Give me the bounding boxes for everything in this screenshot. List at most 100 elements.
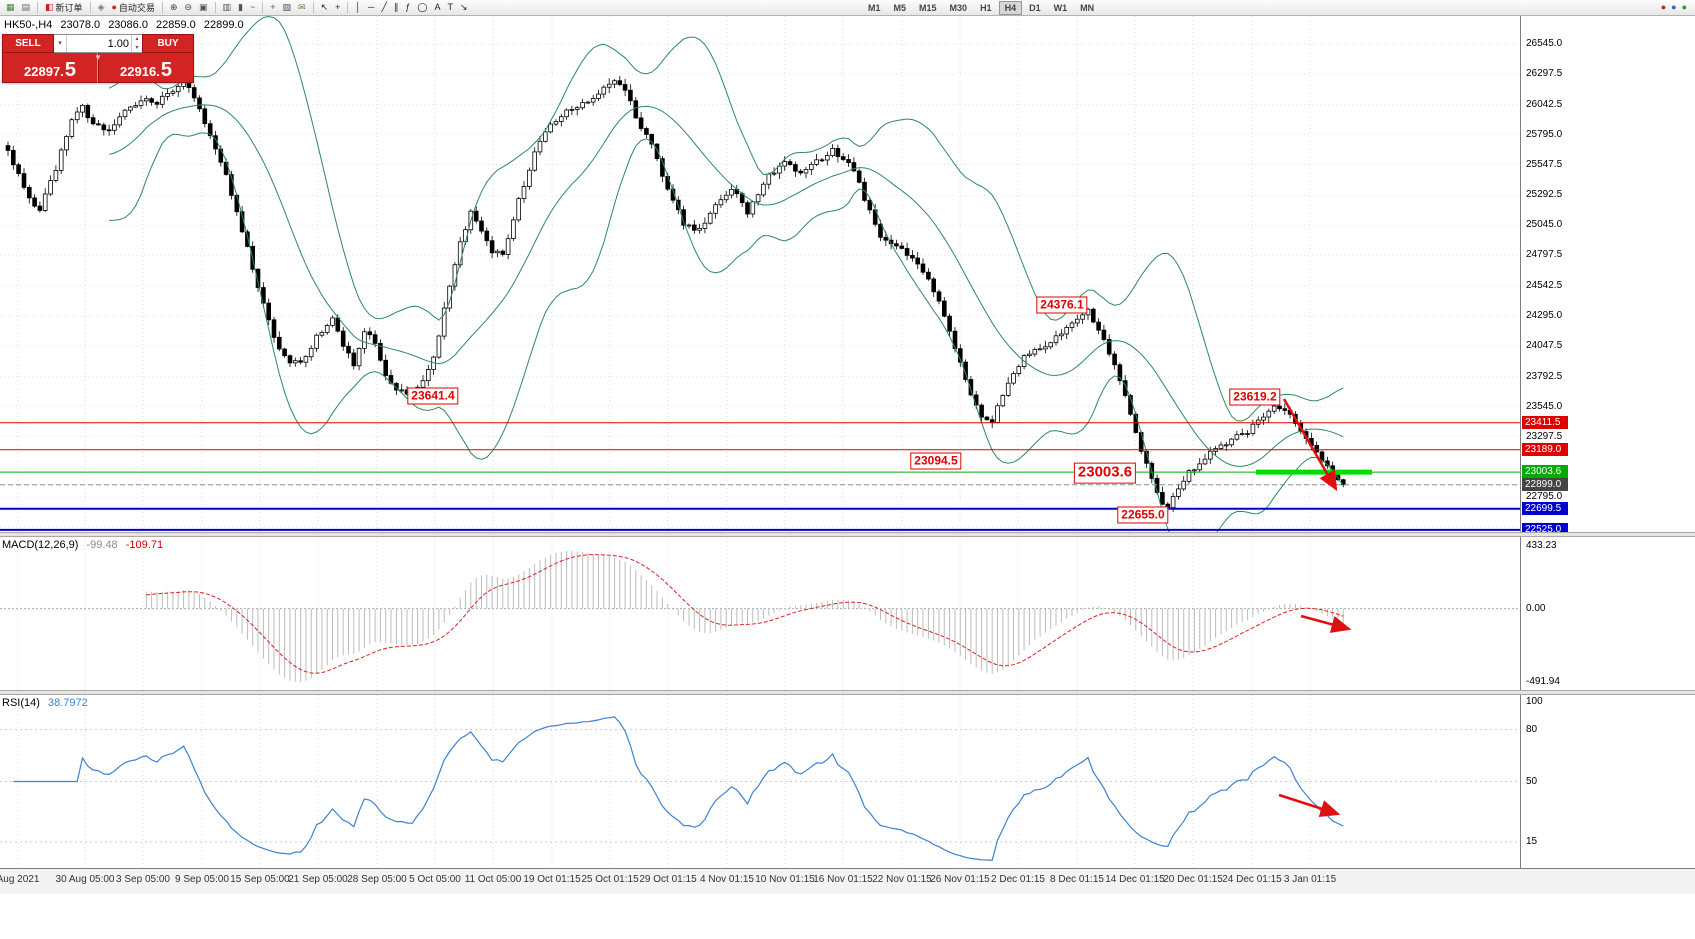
buy-button[interactable]: BUY [142,34,194,53]
fibonacci-icon: ƒ [405,2,411,12]
volume-input[interactable] [67,35,131,52]
mail-icon[interactable]: ✉ [295,1,309,15]
macd-axis[interactable]: 433.23 0.00 -491.94 [1520,537,1695,690]
panel-separator[interactable] [0,532,1695,537]
new-chart-icon[interactable]: ▦ [3,1,18,15]
time-axis-label: 9 Sep 05:00 [175,874,229,885]
price-chart[interactable] [0,16,1520,532]
price-tag: 23189.0 [1522,443,1568,456]
crosshair-icon[interactable]: + [332,1,343,15]
connection-status-icon[interactable]: ● [1681,2,1687,12]
rsi-axis-label: 100 [1526,696,1543,707]
tile-windows-icon[interactable]: ▣ [196,1,211,15]
line-chart-icon[interactable]: ~ [247,1,258,15]
shapes-icon[interactable]: ◯ [414,1,430,15]
channel-icon[interactable]: ∥ [391,1,402,15]
time-axis-label: Aug 2021 [0,874,40,885]
fibonacci-icon[interactable]: ƒ [402,1,413,15]
rsi-indicator-panel[interactable] [0,695,1520,868]
macd-label: MACD(12,26,9) [2,539,79,551]
community-icon[interactable]: ● [1671,2,1677,12]
bollinger-upper-band[interactable] [108,16,1344,422]
time-axis-label: 22 Nov 01:15 [872,874,932,885]
periods-icon[interactable]: ▧ [280,1,295,15]
zoom-out-icon: ⊖ [184,2,193,12]
new-order-button[interactable]: ◧ 新订单 [42,1,86,15]
sell-button[interactable]: SELL [2,34,54,53]
price-axis-label: 25547.5 [1526,159,1563,170]
time-axis-label: 14 Dec 01:15 [1105,874,1165,885]
macd-axis-label: -491.94 [1526,676,1560,687]
notification-icon[interactable]: ● [1660,2,1667,12]
zoom-in-icon[interactable]: ⊕ [167,1,181,15]
label-icon[interactable]: T [444,1,456,15]
timeframe-m5[interactable]: M5 [893,3,907,13]
indicators-icon[interactable]: + [267,1,278,15]
metaeditor-icon[interactable]: ◈ [95,1,108,15]
price-axis-label: 24542.5 [1526,280,1563,291]
candlestick-chart-icon[interactable]: ▮ [235,1,246,15]
rsi-label-row: RSI(14) 38.7972 [2,697,93,709]
trendline-icon[interactable]: ╱ [378,1,389,15]
spinner-up-icon[interactable]: ▴ [135,36,139,42]
time-axis-label: 21 Sep 05:00 [288,874,348,885]
price-axis-label: 25045.0 [1526,219,1563,230]
buy-price-main: 22916. [120,64,160,79]
volume-spinner[interactable]: ▴ ▾ [131,35,142,52]
autotrading-button[interactable]: ● 自动交易 [108,1,157,15]
rsi-value: 38.7972 [47,697,88,709]
rsi-axis[interactable]: 100 80 50 15 [1520,695,1695,868]
bollinger-middle-band[interactable] [108,104,1344,467]
timeframe-m15[interactable]: M15 [919,3,937,13]
text-icon[interactable]: A [431,1,443,15]
time-axis-label: 15 Sep 05:00 [230,874,290,885]
sell-price-main: 22897. [24,64,64,79]
time-axis-label: 3 Jan 01:15 [1283,874,1337,885]
timeframe-mn[interactable]: MN [1080,3,1095,13]
rsi-axis-label: 80 [1526,724,1538,735]
trendline-icon: ╱ [381,2,387,12]
bollinger-lower-band[interactable] [109,132,1344,532]
sell-price[interactable]: 22897. 5 [2,53,98,83]
panel-separator[interactable] [0,690,1695,695]
autotrading-button-label: 自动交易 [118,3,155,13]
mail-icon: ✉ [298,2,306,12]
time-axis-label: 30 Aug 05:00 [55,874,115,885]
price-axis-label: 23297.5 [1526,431,1563,442]
time-axis-label: 11 Oct 05:00 [464,874,522,885]
new-order-button-label: 新订单 [55,3,83,13]
time-axis[interactable]: Aug 2021 30 Aug 05:00 3 Sep 05:00 9 Sep 05:… [0,868,1695,894]
timeframe-d1[interactable]: D1 [1029,3,1041,13]
periods-icon: ▧ [282,2,292,12]
zoom-out-icon[interactable]: ⊖ [181,1,195,15]
spinner-down-icon[interactable]: ▾ [135,44,139,51]
timeframe-h1[interactable]: H1 [980,3,992,13]
timeframe-m30[interactable]: M30 [949,3,968,13]
arrows-icon[interactable]: ↘ [457,1,471,15]
chart-profiles-icon[interactable]: ▤ [19,1,34,15]
buy-price[interactable]: 22916. 5 [98,53,194,83]
price-axis[interactable]: 26545.0 26297.5 26042.5 25795.0 25547.5 25292… [1520,16,1695,536]
ohlc-open: 23078.0 [60,19,101,31]
candlestick-chart-icon: ▮ [238,2,244,12]
vline-icon: │ [355,2,362,12]
timeframe-w1[interactable]: W1 [1053,3,1068,13]
cursor-icon[interactable]: ↖ [318,1,332,15]
volume-control: ▾ ▴ ▾ [54,34,142,53]
volume-dropdown-icon[interactable]: ▾ [54,35,67,52]
price-axis-label: 24047.5 [1526,340,1563,351]
timeframe-m1[interactable]: M1 [868,3,881,13]
rsi-line [13,716,1344,861]
indicators-icon: + [270,2,276,12]
chart-ohlc-header: HK50-,H4 23078.0 23086.0 22859.0 22899.0 [4,19,249,31]
hline-icon[interactable]: ─ [365,1,377,15]
vline-icon[interactable]: │ [352,1,364,15]
timeframe-h4[interactable]: H4 [998,1,1023,15]
time-axis-label: 19 Oct 01:15 [523,874,581,885]
toolbar-separator [347,2,349,13]
toolbar-items: ▦ ▤ ◧ 新订单 ◈ ● 自动交易 ⊕ ⊖ ▣ ▥ ▮ ~ + ▧ ✉ ↖ + │ ─ ╱ ∥ ƒ ◯ A T ↘ [3,0,471,15]
rsi-label: RSI(14) [2,697,40,709]
bar-chart-icon[interactable]: ▥ [220,1,235,15]
macd-indicator-panel[interactable] [0,537,1520,690]
